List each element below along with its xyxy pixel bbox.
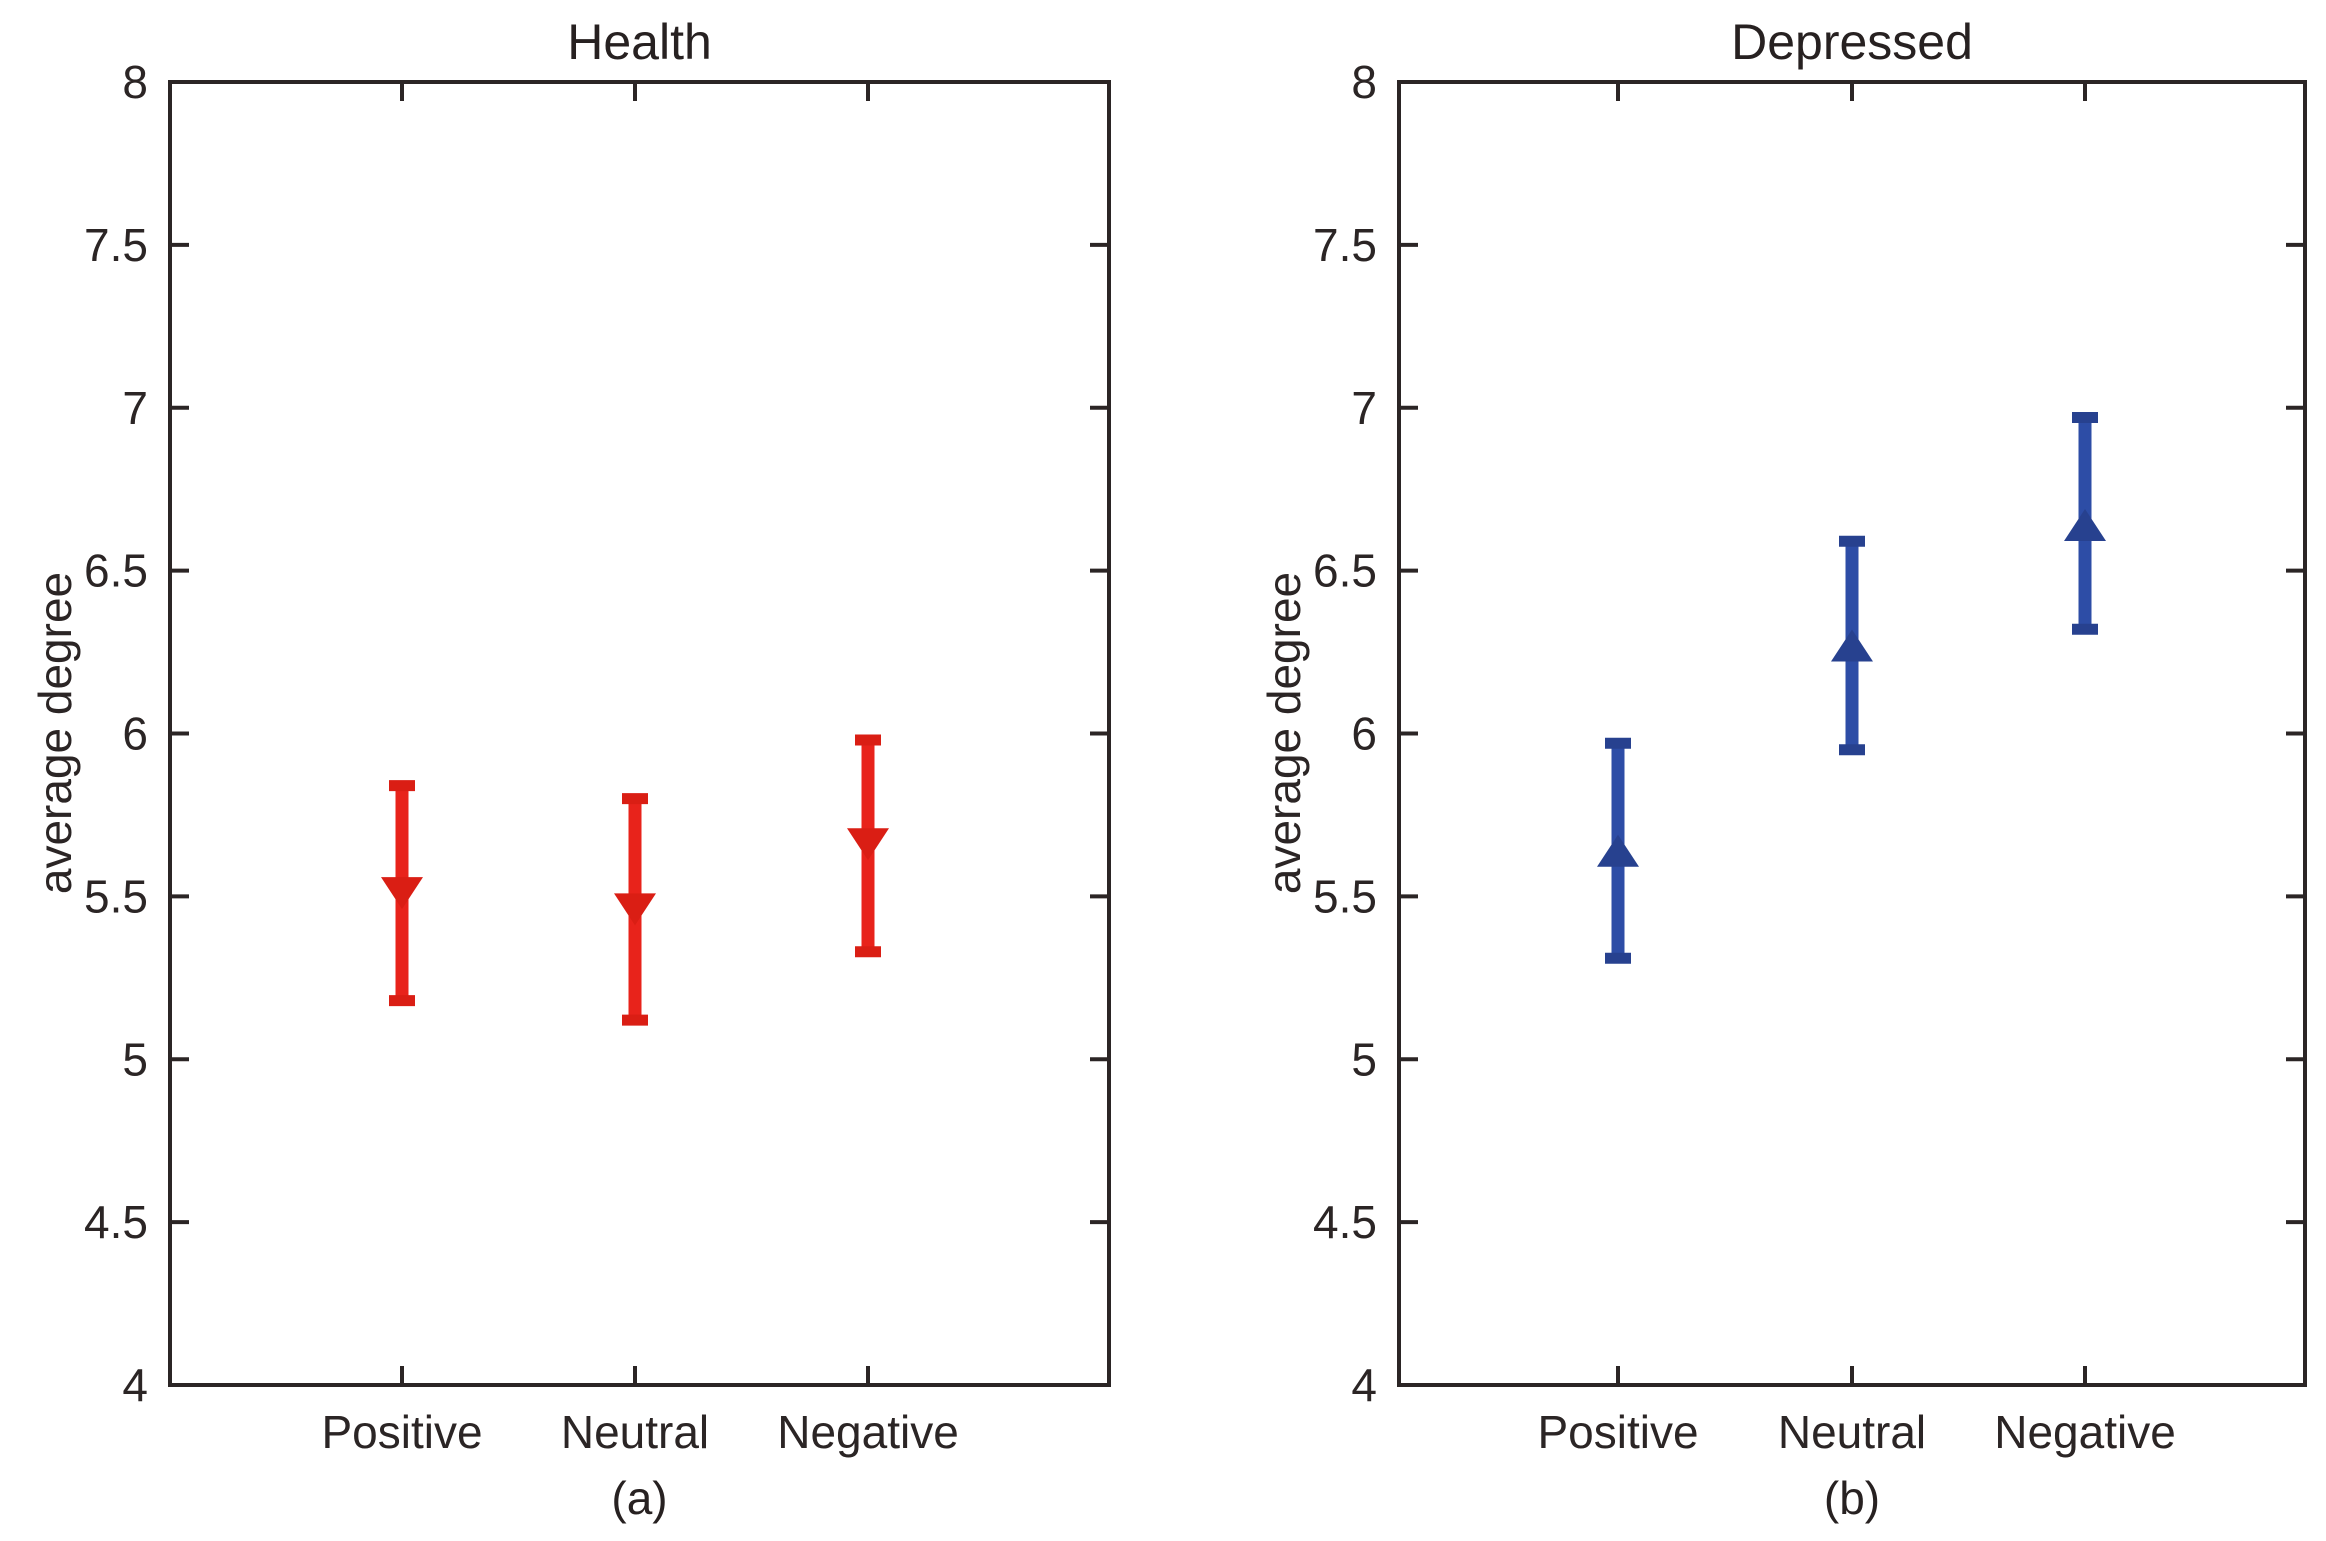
- mean-marker-triangle-up: [2064, 509, 2106, 542]
- y-tick-label: 6: [1351, 708, 1377, 760]
- y-tick-label: 4.5: [1313, 1196, 1377, 1248]
- y-tick-label: 4.5: [84, 1196, 148, 1248]
- y-tick-label: 7: [122, 382, 148, 434]
- panel-b-title: Depressed: [1731, 14, 1973, 70]
- axes-box: [168, 80, 1111, 1387]
- x-tick-label: Neutral: [1778, 1406, 1926, 1458]
- y-tick-label: 7: [1351, 382, 1377, 434]
- y-tick-label: 5.5: [1313, 870, 1377, 922]
- panel-a-title: Health: [567, 14, 712, 70]
- y-tick-label: 5.5: [84, 870, 148, 922]
- y-tick-label: 6: [122, 708, 148, 760]
- y-tick-label: 6.5: [1313, 545, 1377, 597]
- panel-a-caption: (a): [611, 1472, 668, 1524]
- axes-box: [1397, 80, 2307, 1387]
- y-tick-label: 5: [1351, 1033, 1377, 1085]
- mean-marker-triangle-up: [1831, 629, 1873, 662]
- x-tick-label: Positive: [1537, 1406, 1698, 1458]
- x-tick-label: Negative: [777, 1406, 959, 1458]
- panel-a-plot: 4 4.5 5 5.5 6 6.5 7 7.5 8 Positive Neutral Negative: [84, 56, 1111, 1458]
- panel-b-plot: 4 4.5 5 5.5 6 6.5 7 7.5 8 Positive Neutral Negative: [1313, 56, 2307, 1458]
- y-tick-label: 7.5: [1313, 219, 1377, 271]
- mean-marker-triangle-down: [614, 893, 656, 926]
- mean-marker-triangle-up: [1597, 834, 1639, 867]
- y-tick-label: 5: [122, 1033, 148, 1085]
- y-tick-label: 8: [1351, 56, 1377, 108]
- y-tick-label: 4: [1351, 1359, 1377, 1411]
- panel-b-caption: (b): [1823, 1472, 1881, 1524]
- x-tick-label: Positive: [321, 1406, 482, 1458]
- y-tick-label: 6.5: [84, 545, 148, 597]
- mean-marker-triangle-down: [381, 877, 423, 910]
- y-tick-label: 4: [122, 1359, 148, 1411]
- x-tick-label: Neutral: [561, 1406, 709, 1458]
- y-tick-label: 7.5: [84, 219, 148, 271]
- mean-marker-triangle-down: [847, 828, 889, 861]
- y-tick-label: 8: [122, 56, 148, 108]
- x-tick-label: Negative: [1994, 1406, 2176, 1458]
